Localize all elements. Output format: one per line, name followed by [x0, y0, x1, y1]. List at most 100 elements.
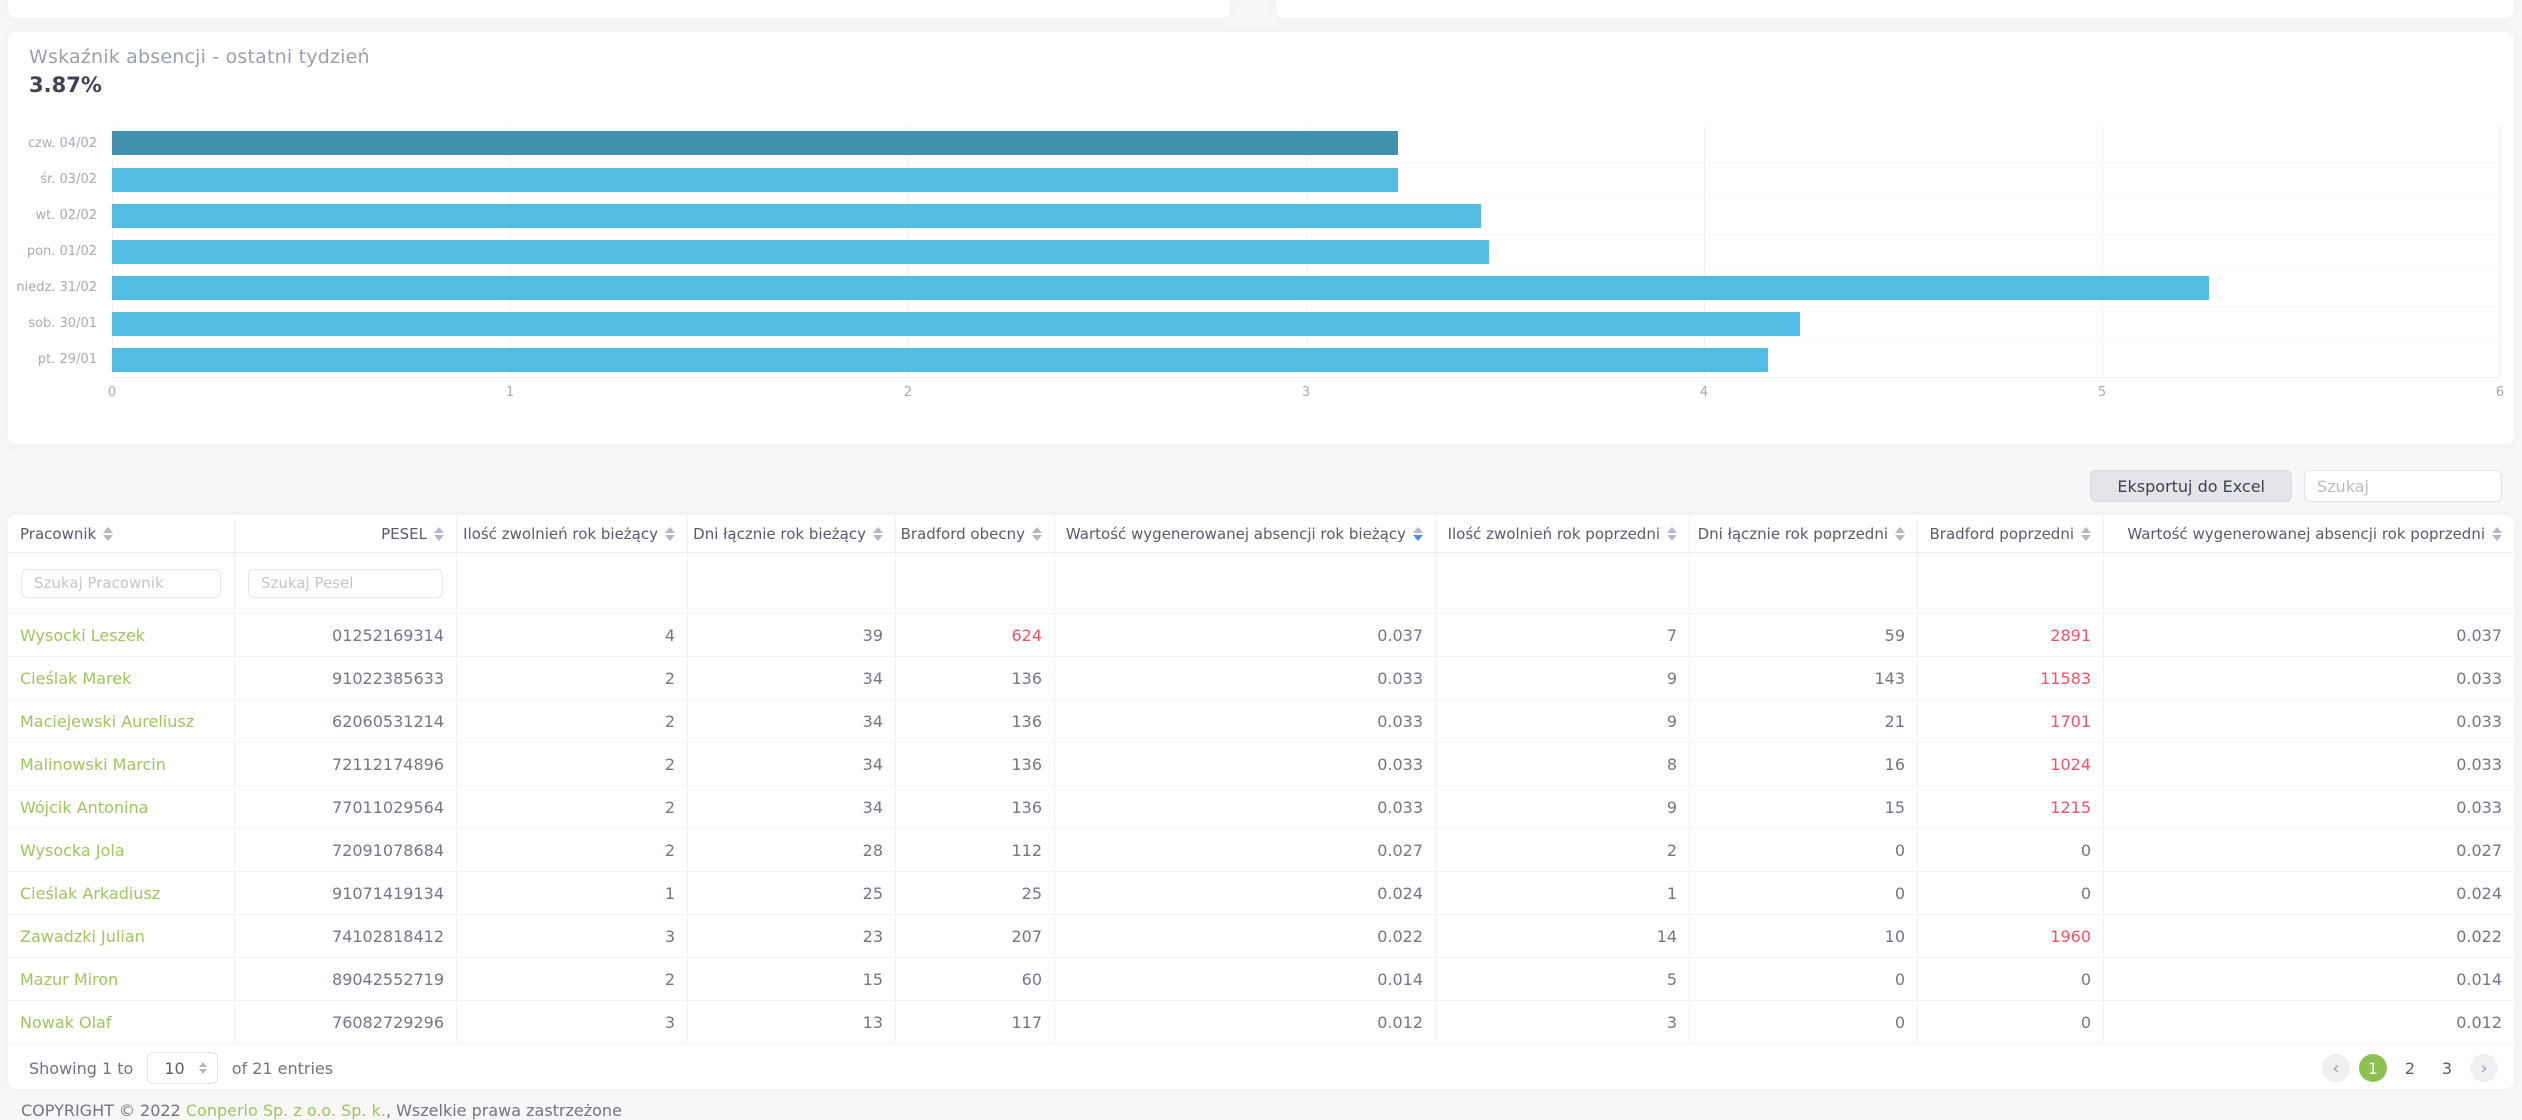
- employee-link[interactable]: Wysocki Leszek: [8, 614, 235, 656]
- table-cell: 34: [688, 700, 896, 742]
- table-cell: 0.033: [2456, 797, 2502, 817]
- filter-cell: [688, 553, 896, 613]
- employee-link[interactable]: Wysocka Jola: [8, 829, 235, 871]
- bar-chart: czw. 04/02 śr. 03/02 wt. 02/02 pon. 01/02 ni…: [16, 125, 2501, 378]
- column-header[interactable]: Pracownik: [8, 515, 235, 552]
- table-cell: 0: [1918, 958, 2104, 1000]
- table-cell: 207: [896, 915, 1055, 957]
- copyright-text: COPYRIGHT © 2022: [21, 1101, 186, 1120]
- table-cell: 2: [457, 657, 688, 699]
- employee-link[interactable]: Mazur Miron: [8, 958, 235, 1000]
- sort-icon: [2081, 526, 2091, 541]
- table-cell: 0.033: [1055, 743, 1436, 785]
- chart-category-label: niedz. 31/02: [16, 279, 97, 295]
- column-header[interactable]: Bradford obecny: [896, 515, 1055, 552]
- table-cell: 0.027: [1055, 829, 1436, 871]
- table-row: Zawadzki Julian 74102818412 3 23 207 0.022 14 1…: [8, 915, 2514, 958]
- pagination-page-3[interactable]: 3: [2441, 1058, 2453, 1078]
- chart-category-label: śr. 03/02: [40, 171, 97, 187]
- chart-x-axis: 0 1 2 3 4 5 6: [108, 378, 2504, 404]
- page-size-select[interactable]: 10: [147, 1052, 218, 1084]
- table-cell: 624: [896, 614, 1055, 656]
- chart-category-label: czw. 04/02: [27, 135, 97, 151]
- chart-category-label: pon. 01/02: [26, 243, 97, 259]
- pagination-prev[interactable]: ‹: [2322, 1054, 2350, 1082]
- table-cell: 15: [688, 958, 896, 1000]
- export-excel-button[interactable]: Eksportuj do Excel: [2090, 470, 2292, 502]
- table-cell: 0.022: [2456, 926, 2502, 946]
- table-cell: 0: [1690, 1001, 1918, 1043]
- table-cell: 0.024: [1055, 872, 1436, 914]
- chart-bar: [112, 131, 1398, 155]
- chart-bar-row: [112, 269, 2500, 305]
- employee-link[interactable]: Maciejewski Aureliusz: [8, 700, 235, 742]
- pagination-next[interactable]: ›: [2470, 1054, 2498, 1082]
- table-cell: 0: [1690, 829, 1918, 871]
- filter-cell: [457, 553, 688, 613]
- table-cell: 76082729296: [235, 1001, 457, 1043]
- table-cell: 11583: [1918, 657, 2104, 699]
- employee-link[interactable]: Cieślak Arkadiusz: [8, 872, 235, 914]
- chart-bar-row: [112, 233, 2500, 269]
- employee-link[interactable]: Malinowski Marcin: [8, 743, 235, 785]
- table-cell: 01252169314: [235, 614, 457, 656]
- table-search-input[interactable]: [2304, 470, 2502, 502]
- sort-icon: [1032, 526, 1042, 541]
- sort-icon: [1895, 526, 1905, 541]
- chart-bar-row: [112, 125, 2500, 161]
- column-header-label: Pracownik: [20, 524, 97, 543]
- table-cell: 3: [457, 1001, 688, 1043]
- table-cell: 1960: [1918, 915, 2104, 957]
- sort-icon: [1667, 526, 1677, 541]
- table-cell: 77011029564: [235, 786, 457, 828]
- chart-labels: czw. 04/02 śr. 03/02 wt. 02/02 pon. 01/02 ni…: [16, 125, 112, 378]
- pagination-page-1[interactable]: 1: [2359, 1054, 2387, 1082]
- column-header-label: PESEL: [381, 524, 427, 543]
- column-header[interactable]: Dni łącznie rok bieżący: [688, 515, 896, 552]
- table-cell: 15: [1690, 786, 1918, 828]
- employee-link[interactable]: Nowak Olaf: [8, 1001, 235, 1043]
- filter-cell: [1918, 553, 2104, 613]
- table-cell: 136: [896, 700, 1055, 742]
- column-header[interactable]: Bradford poprzedni: [1918, 515, 2104, 552]
- table-cell: 2: [457, 743, 688, 785]
- x-tick-label: 2: [903, 385, 913, 400]
- column-filter-input[interactable]: [248, 568, 443, 598]
- table-cell: 1024: [1918, 743, 2104, 785]
- chart-category-label: wt. 02/02: [35, 207, 97, 223]
- table-cell: 9: [1436, 700, 1690, 742]
- x-tick-label: 1: [505, 385, 515, 400]
- table-cell: 9: [1436, 657, 1690, 699]
- employee-link[interactable]: Wójcik Antonina: [8, 786, 235, 828]
- table-cell: 7: [1436, 614, 1690, 656]
- table-cell: 72112174896: [235, 743, 457, 785]
- filter-cell: [1690, 553, 1918, 613]
- pagination-page-2[interactable]: 2: [2404, 1058, 2416, 1078]
- table-cell: 136: [896, 743, 1055, 785]
- table-cell: 91022385633: [235, 657, 457, 699]
- company-link[interactable]: Conperio Sp. z o.o. Sp. k.: [185, 1101, 386, 1120]
- column-header[interactable]: Ilość zwolnień rok poprzedni: [1436, 515, 1690, 552]
- table-header-row: Pracownik PESEL Ilość zwolnień rok bieżący…: [8, 515, 2514, 553]
- column-header[interactable]: Wartość wygenerowanej absencji rok poprz…: [2104, 515, 2514, 552]
- employee-link[interactable]: Cieślak Marek: [8, 657, 235, 699]
- column-header[interactable]: Wartość wygenerowanej absencji rok bieżą…: [1055, 515, 1436, 552]
- column-header[interactable]: PESEL: [235, 515, 457, 552]
- column-header[interactable]: Dni łącznie rok poprzedni: [1690, 515, 1918, 552]
- column-filter-input[interactable]: [21, 568, 221, 598]
- employee-link[interactable]: Zawadzki Julian: [8, 915, 235, 957]
- table-cell: 0.012: [1055, 1001, 1436, 1043]
- absence-chart-card: Wskaźnik absencji - ostatni tydzień 3.87…: [8, 32, 2514, 444]
- table-cell: 91071419134: [235, 872, 457, 914]
- table-cell: 34: [688, 786, 896, 828]
- chart-bar: [112, 275, 2210, 300]
- chart-category-label: sob. 30/01: [28, 315, 97, 331]
- table-cell: 0: [1690, 958, 1918, 1000]
- column-header[interactable]: Ilość zwolnień rok bieżący: [457, 515, 688, 552]
- column-header-label: Ilość zwolnień rok poprzedni: [1447, 524, 1660, 543]
- chart-bar: [112, 167, 1398, 192]
- table-row: Cieślak Marek 91022385633 2 34 136 0.033 9 143 1…: [8, 657, 2514, 700]
- table-filter-row: [8, 553, 2514, 614]
- table-cell: 0.033: [2456, 668, 2502, 688]
- chart-category-label: pt. 29/01: [37, 351, 97, 367]
